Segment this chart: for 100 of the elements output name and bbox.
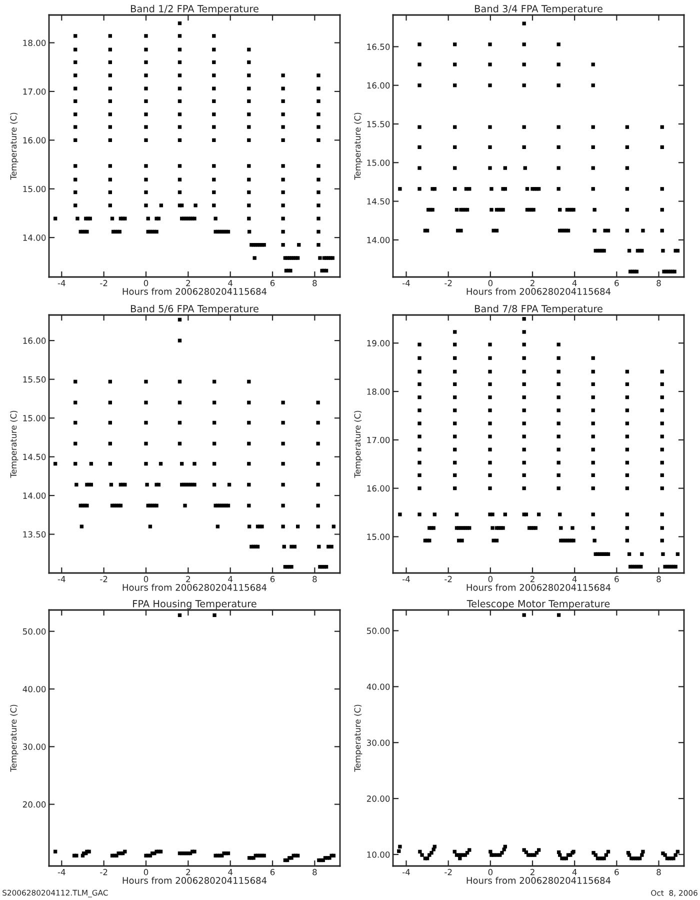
point <box>144 442 148 446</box>
point <box>144 204 148 208</box>
point <box>192 462 196 466</box>
point <box>110 216 114 220</box>
x-axis-title: Hours from 2006280204115684 <box>122 584 267 591</box>
x-tick-label: 4 <box>572 576 577 582</box>
point <box>570 526 574 530</box>
point <box>418 342 422 346</box>
point <box>281 504 285 508</box>
y-axis-title: Temperature (C) <box>354 112 362 180</box>
point <box>108 34 112 38</box>
point <box>316 482 320 487</box>
point <box>492 538 496 542</box>
x-tick-label: 0 <box>144 868 148 876</box>
point <box>559 526 563 530</box>
y-tick-label: 15.50 <box>23 376 46 383</box>
point <box>556 395 560 400</box>
point <box>178 138 182 142</box>
y-tick-label: 50.00 <box>23 628 46 635</box>
point <box>676 248 680 253</box>
point <box>556 356 560 360</box>
y-tick-label: 30.00 <box>23 744 46 750</box>
point <box>316 112 320 116</box>
point <box>591 382 595 386</box>
point <box>330 544 334 548</box>
point <box>108 112 112 116</box>
point <box>488 42 492 46</box>
point <box>660 208 664 212</box>
point <box>212 442 216 446</box>
point <box>591 460 595 464</box>
x-tick-label: 2 <box>186 280 190 286</box>
point <box>212 34 216 38</box>
x-tick-label: -2 <box>100 576 108 582</box>
point <box>178 48 182 52</box>
point <box>591 145 595 149</box>
point <box>418 145 422 149</box>
point <box>148 524 152 528</box>
point <box>123 482 127 487</box>
x-tick-label: 4 <box>228 869 233 876</box>
y-tick-label: 30.00 <box>367 740 390 746</box>
point <box>247 380 251 384</box>
point <box>453 62 457 66</box>
y-tick-label: 14.00 <box>367 236 390 244</box>
point <box>522 422 526 426</box>
point <box>159 204 164 208</box>
point <box>503 512 507 516</box>
point <box>660 408 664 412</box>
point <box>556 408 560 412</box>
point <box>281 112 285 116</box>
point <box>247 204 251 208</box>
point <box>592 538 596 542</box>
point <box>178 338 182 342</box>
point <box>556 342 560 346</box>
point <box>247 524 252 528</box>
chart-title: Band 5/6 FPA Temperature <box>130 304 258 314</box>
point <box>453 460 457 464</box>
point <box>74 482 78 487</box>
point <box>247 462 251 466</box>
point <box>178 178 182 182</box>
point <box>108 48 112 52</box>
y-axis-title: Temperature (C) <box>10 112 18 180</box>
point <box>454 512 459 516</box>
point <box>281 524 285 528</box>
point <box>281 99 285 104</box>
point <box>398 187 402 191</box>
point <box>592 208 596 212</box>
x-axis-title: Hours from 2006280204115684 <box>122 288 267 295</box>
point <box>74 138 78 142</box>
point <box>74 380 78 384</box>
y-axis-title: Temperature (C) <box>354 704 362 772</box>
point <box>178 60 182 64</box>
point <box>522 486 526 490</box>
point <box>89 462 94 466</box>
x-tick-label: 2 <box>530 868 534 876</box>
point <box>332 524 336 528</box>
point <box>522 330 526 334</box>
point <box>556 83 560 88</box>
point <box>212 190 216 194</box>
point <box>488 370 492 374</box>
point <box>660 145 664 149</box>
point <box>212 164 216 168</box>
point <box>418 42 422 46</box>
point <box>144 34 148 38</box>
point <box>178 420 182 425</box>
point <box>625 187 630 191</box>
point <box>625 473 630 478</box>
chart-title: Band 3/4 FPA Temperature <box>474 4 602 14</box>
x-tick-label: 6 <box>614 280 619 286</box>
point <box>316 504 320 508</box>
point <box>591 187 595 191</box>
point <box>591 370 595 374</box>
y-tick-label: 17.00 <box>23 88 46 95</box>
point <box>591 408 595 412</box>
point <box>247 60 251 64</box>
point <box>212 462 216 466</box>
x-tick-label: 8 <box>312 868 317 876</box>
y-tick-label: 17.00 <box>367 436 390 444</box>
point <box>418 460 422 464</box>
point <box>178 400 182 404</box>
point <box>556 125 560 129</box>
